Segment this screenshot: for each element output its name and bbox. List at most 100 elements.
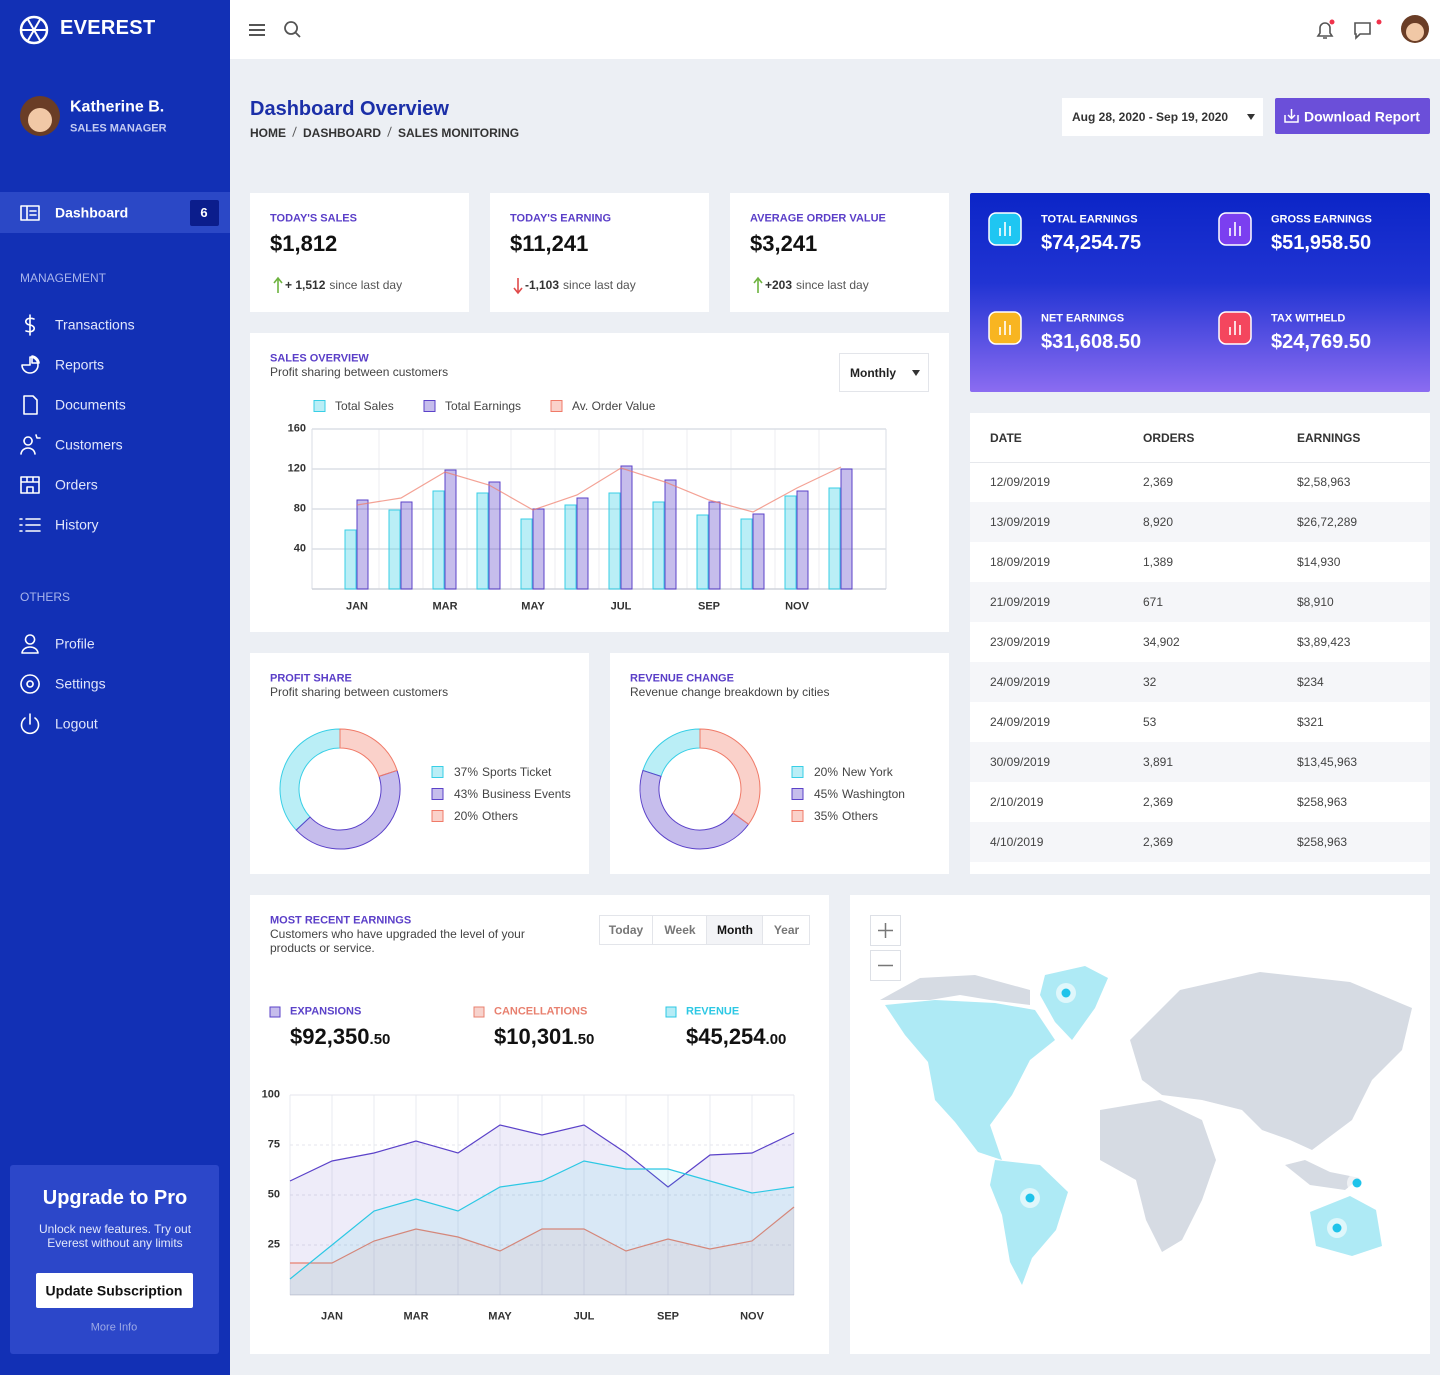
stat-change: -1,103 since last day	[525, 278, 636, 292]
date-picker[interactable]	[1062, 98, 1263, 136]
stat-value: $1,812	[270, 230, 338, 256]
total-amount: $92,350	[290, 1023, 370, 1049]
total-cents: .50	[573, 1030, 595, 1048]
stat-value: $11,241	[510, 230, 589, 256]
change-note: since last day	[329, 277, 403, 292]
change-value: -1,103	[525, 277, 560, 292]
total-amount: $10,301	[494, 1023, 574, 1049]
table-cell: 8,920	[1143, 514, 1174, 529]
period-label[interactable]: Monthly	[850, 365, 896, 380]
zoom-in-button[interactable]	[870, 915, 901, 946]
table-cell: 2/10/2019	[990, 794, 1044, 809]
chart-card	[250, 895, 829, 1354]
earning-value: $74,254.75	[1041, 232, 1142, 254]
nav-item[interactable]: Reports	[55, 356, 105, 373]
table-cell: $26,72,289	[1297, 514, 1358, 529]
table-cell: $8,910	[1297, 594, 1334, 609]
table-cell: 671	[1143, 594, 1164, 609]
period-tab[interactable]	[763, 915, 810, 945]
nav-item[interactable]: Transactions	[55, 316, 135, 333]
download-button[interactable]	[1275, 98, 1430, 134]
nav-item[interactable]: Customers	[55, 436, 123, 453]
period-tab-label[interactable]: Month	[717, 922, 753, 937]
x-tick-label: MAR	[403, 1310, 429, 1323]
period-tab-label[interactable]: Week	[664, 922, 696, 937]
legend-label: REVENUE	[686, 1005, 740, 1018]
y-tick-label: 80	[293, 502, 306, 515]
legend-label: 20% Others	[454, 809, 518, 823]
table-cell: $258,963	[1297, 794, 1348, 809]
nav-item[interactable]: History	[55, 516, 99, 533]
series-total: $10,301.50	[494, 1024, 594, 1050]
nav-item[interactable]: Logout	[55, 715, 98, 732]
user-name: Katherine B.	[70, 98, 165, 116]
earning-value: $31,608.50	[1041, 331, 1142, 353]
period-tab[interactable]	[599, 915, 653, 945]
nav-item[interactable]: Profile	[55, 635, 95, 652]
legend-category: Sports Ticket	[482, 764, 552, 779]
table-cell: 32	[1143, 674, 1157, 689]
breadcrumb-item: DASHBOARD	[303, 125, 381, 140]
breadcrumb-separator	[292, 126, 297, 137]
legend-label: Total Earnings	[445, 398, 522, 413]
nav-badge-count: 6	[200, 205, 208, 221]
table-cell: 23/09/2019	[990, 634, 1051, 649]
legend-percent: 45%	[814, 786, 839, 801]
nav-item-active[interactable]: Dashboard	[55, 204, 129, 221]
row-stripe	[970, 582, 1430, 622]
series-total: $45,254.00	[686, 1024, 786, 1050]
period-tab-label[interactable]: Year	[773, 922, 800, 937]
legend-label: Av. Order Value	[572, 398, 656, 413]
earning-label: GROSS EARNINGS	[1271, 213, 1372, 226]
chart-title: REVENUE CHANGE	[630, 672, 734, 685]
legend-percent: 20%	[814, 764, 839, 779]
chart-subtitle: Profit sharing between customers	[270, 684, 449, 699]
table-cell: $14,930	[1297, 554, 1341, 569]
nav-item[interactable]: Orders	[55, 476, 98, 493]
stat-card	[730, 193, 949, 312]
period-tab[interactable]	[653, 915, 707, 945]
nav-section-title: MANAGEMENT	[20, 270, 107, 285]
column-header: EARNINGS	[1297, 430, 1361, 445]
table-cell: 24/09/2019	[990, 714, 1051, 729]
nav-item[interactable]: Documents	[55, 396, 126, 413]
more-info-link[interactable]: More Info	[90, 1321, 138, 1334]
stat-change: + 1,512 since last day	[285, 278, 402, 292]
legend-category: Others	[482, 808, 519, 823]
change-value: +203	[765, 277, 793, 292]
table-cell: 2,369	[1143, 474, 1174, 489]
zoom-out-button[interactable]	[870, 950, 901, 981]
nav-badge	[190, 200, 219, 226]
period-tab-label[interactable]: Today	[608, 922, 644, 937]
upgrade-button[interactable]	[36, 1273, 193, 1308]
chart-title: PROFIT SHARE	[270, 672, 352, 685]
table-cell: 12/09/2019	[990, 474, 1051, 489]
stat-label: AVERAGE ORDER VALUE	[750, 212, 886, 225]
download-label[interactable]: Download Report	[1304, 108, 1420, 125]
total-cents: .50	[369, 1030, 391, 1048]
table-cell: $321	[1297, 714, 1324, 729]
table-cell: 18/09/2019	[990, 554, 1051, 569]
breadcrumb: HOME DASHBOARD SALES MONITORING	[250, 126, 519, 140]
table-cell: 24/09/2019	[990, 674, 1051, 689]
y-tick-label: 75	[267, 1138, 280, 1151]
legend-percent: 37%	[454, 764, 479, 779]
legend-category: Others	[842, 808, 879, 823]
legend-category: Business Events	[482, 786, 571, 801]
period-tab[interactable]	[707, 915, 763, 945]
table-cell: $234	[1297, 674, 1324, 689]
upgrade-button-label[interactable]: Update Subscription	[45, 1282, 183, 1299]
table-cell: 53	[1143, 714, 1157, 729]
table-cell: 3,891	[1143, 754, 1174, 769]
chart-subtitle: Customers who have upgraded the level of…	[270, 927, 525, 955]
y-tick-label: 25	[267, 1238, 280, 1251]
x-tick-label: SEP	[697, 600, 721, 613]
brand: EVEREST	[60, 17, 156, 39]
upgrade-title: Upgrade to Pro	[42, 1187, 188, 1209]
breadcrumb-item: SALES MONITORING	[398, 125, 520, 140]
legend-label: EXPANSIONS	[290, 1005, 362, 1018]
breadcrumb-item: HOME	[250, 125, 286, 140]
legend-percent: 43%	[454, 786, 479, 801]
stat-card	[490, 193, 709, 312]
nav-item[interactable]: Settings	[55, 675, 106, 692]
